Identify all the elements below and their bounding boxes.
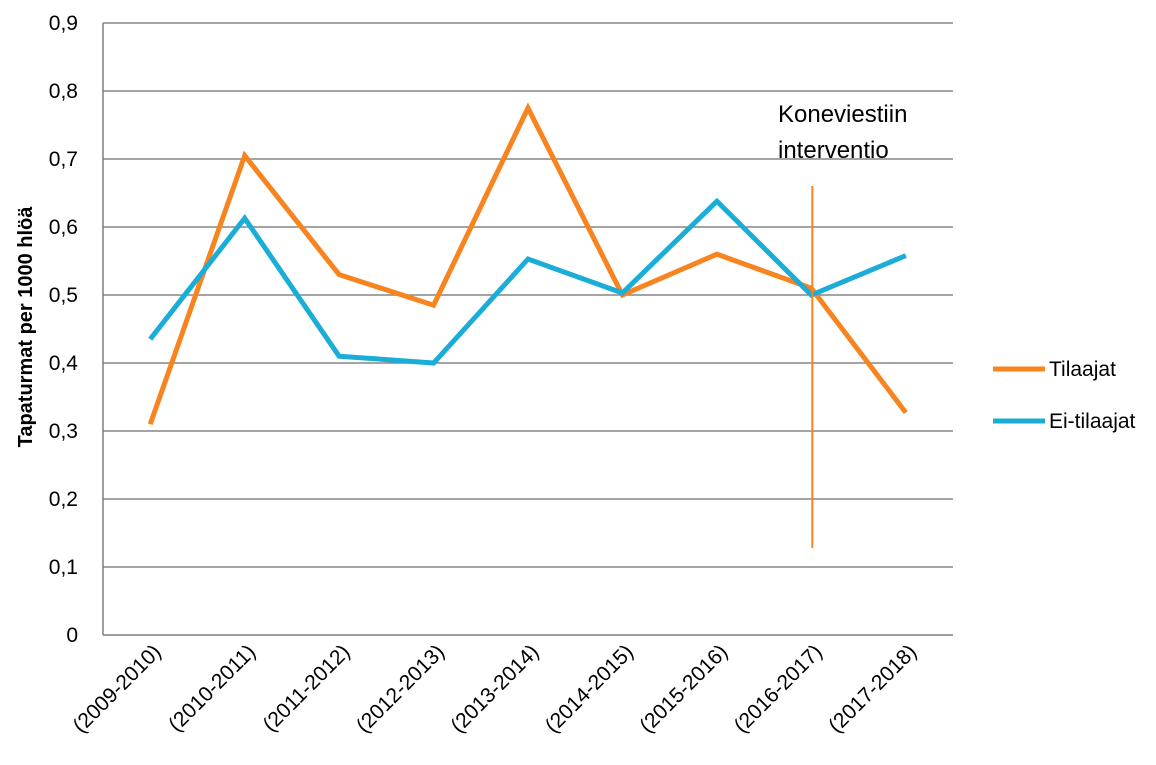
x-tick-label: (2009-2010) [69,640,166,737]
x-tick-label: (2017-2018) [824,640,921,737]
y-axis-label: Tapaturmat per 1000 hlöä [15,206,37,448]
y-tick-label: 0,3 [49,420,78,443]
x-axis-ticks: (2009-2010)(2010-2011)(2011-2012)(2012-2… [69,640,922,737]
annotation-line-2: interventio [778,137,889,164]
series-line [148,197,907,366]
series-lines [147,102,908,426]
x-tick-label: (2013-2014) [446,640,543,737]
y-tick-label: 0,8 [49,80,78,103]
legend-label: Tilaajat [1049,358,1116,381]
y-axis-ticks: 0 0,1 0,2 0,3 0,4 0,5 0,6 0,7 0,8 0,9 [49,12,79,647]
series-line [147,102,908,426]
legend: Tilaajat Ei-tilaajat [993,358,1136,433]
y-tick-label: 0,6 [49,216,78,239]
x-tick-label: (2012-2013) [352,640,449,737]
y-tick-label: 0 [66,624,78,647]
x-tick-label: (2010-2011) [164,640,260,736]
y-tick-label: 0,7 [49,148,78,171]
x-tick-label: (2014-2015) [541,640,638,737]
legend-label: Ei-tilaajat [1049,410,1136,433]
y-tick-label: 0,1 [49,556,78,579]
y-tick-label: 0,9 [49,12,78,35]
x-tick-label: (2016-2017) [730,640,827,737]
y-tick-label: 0,4 [49,352,79,375]
gridlines [102,22,953,636]
intervention-annotation: Koneviestiin interventio [778,101,907,548]
y-tick-label: 0,2 [49,488,78,511]
y-tick-label: 0,5 [49,284,78,307]
annotation-line-1: Koneviestiin [778,101,907,128]
x-tick-label: (2011-2012) [259,640,355,736]
x-tick-label: (2015-2016) [635,640,732,737]
